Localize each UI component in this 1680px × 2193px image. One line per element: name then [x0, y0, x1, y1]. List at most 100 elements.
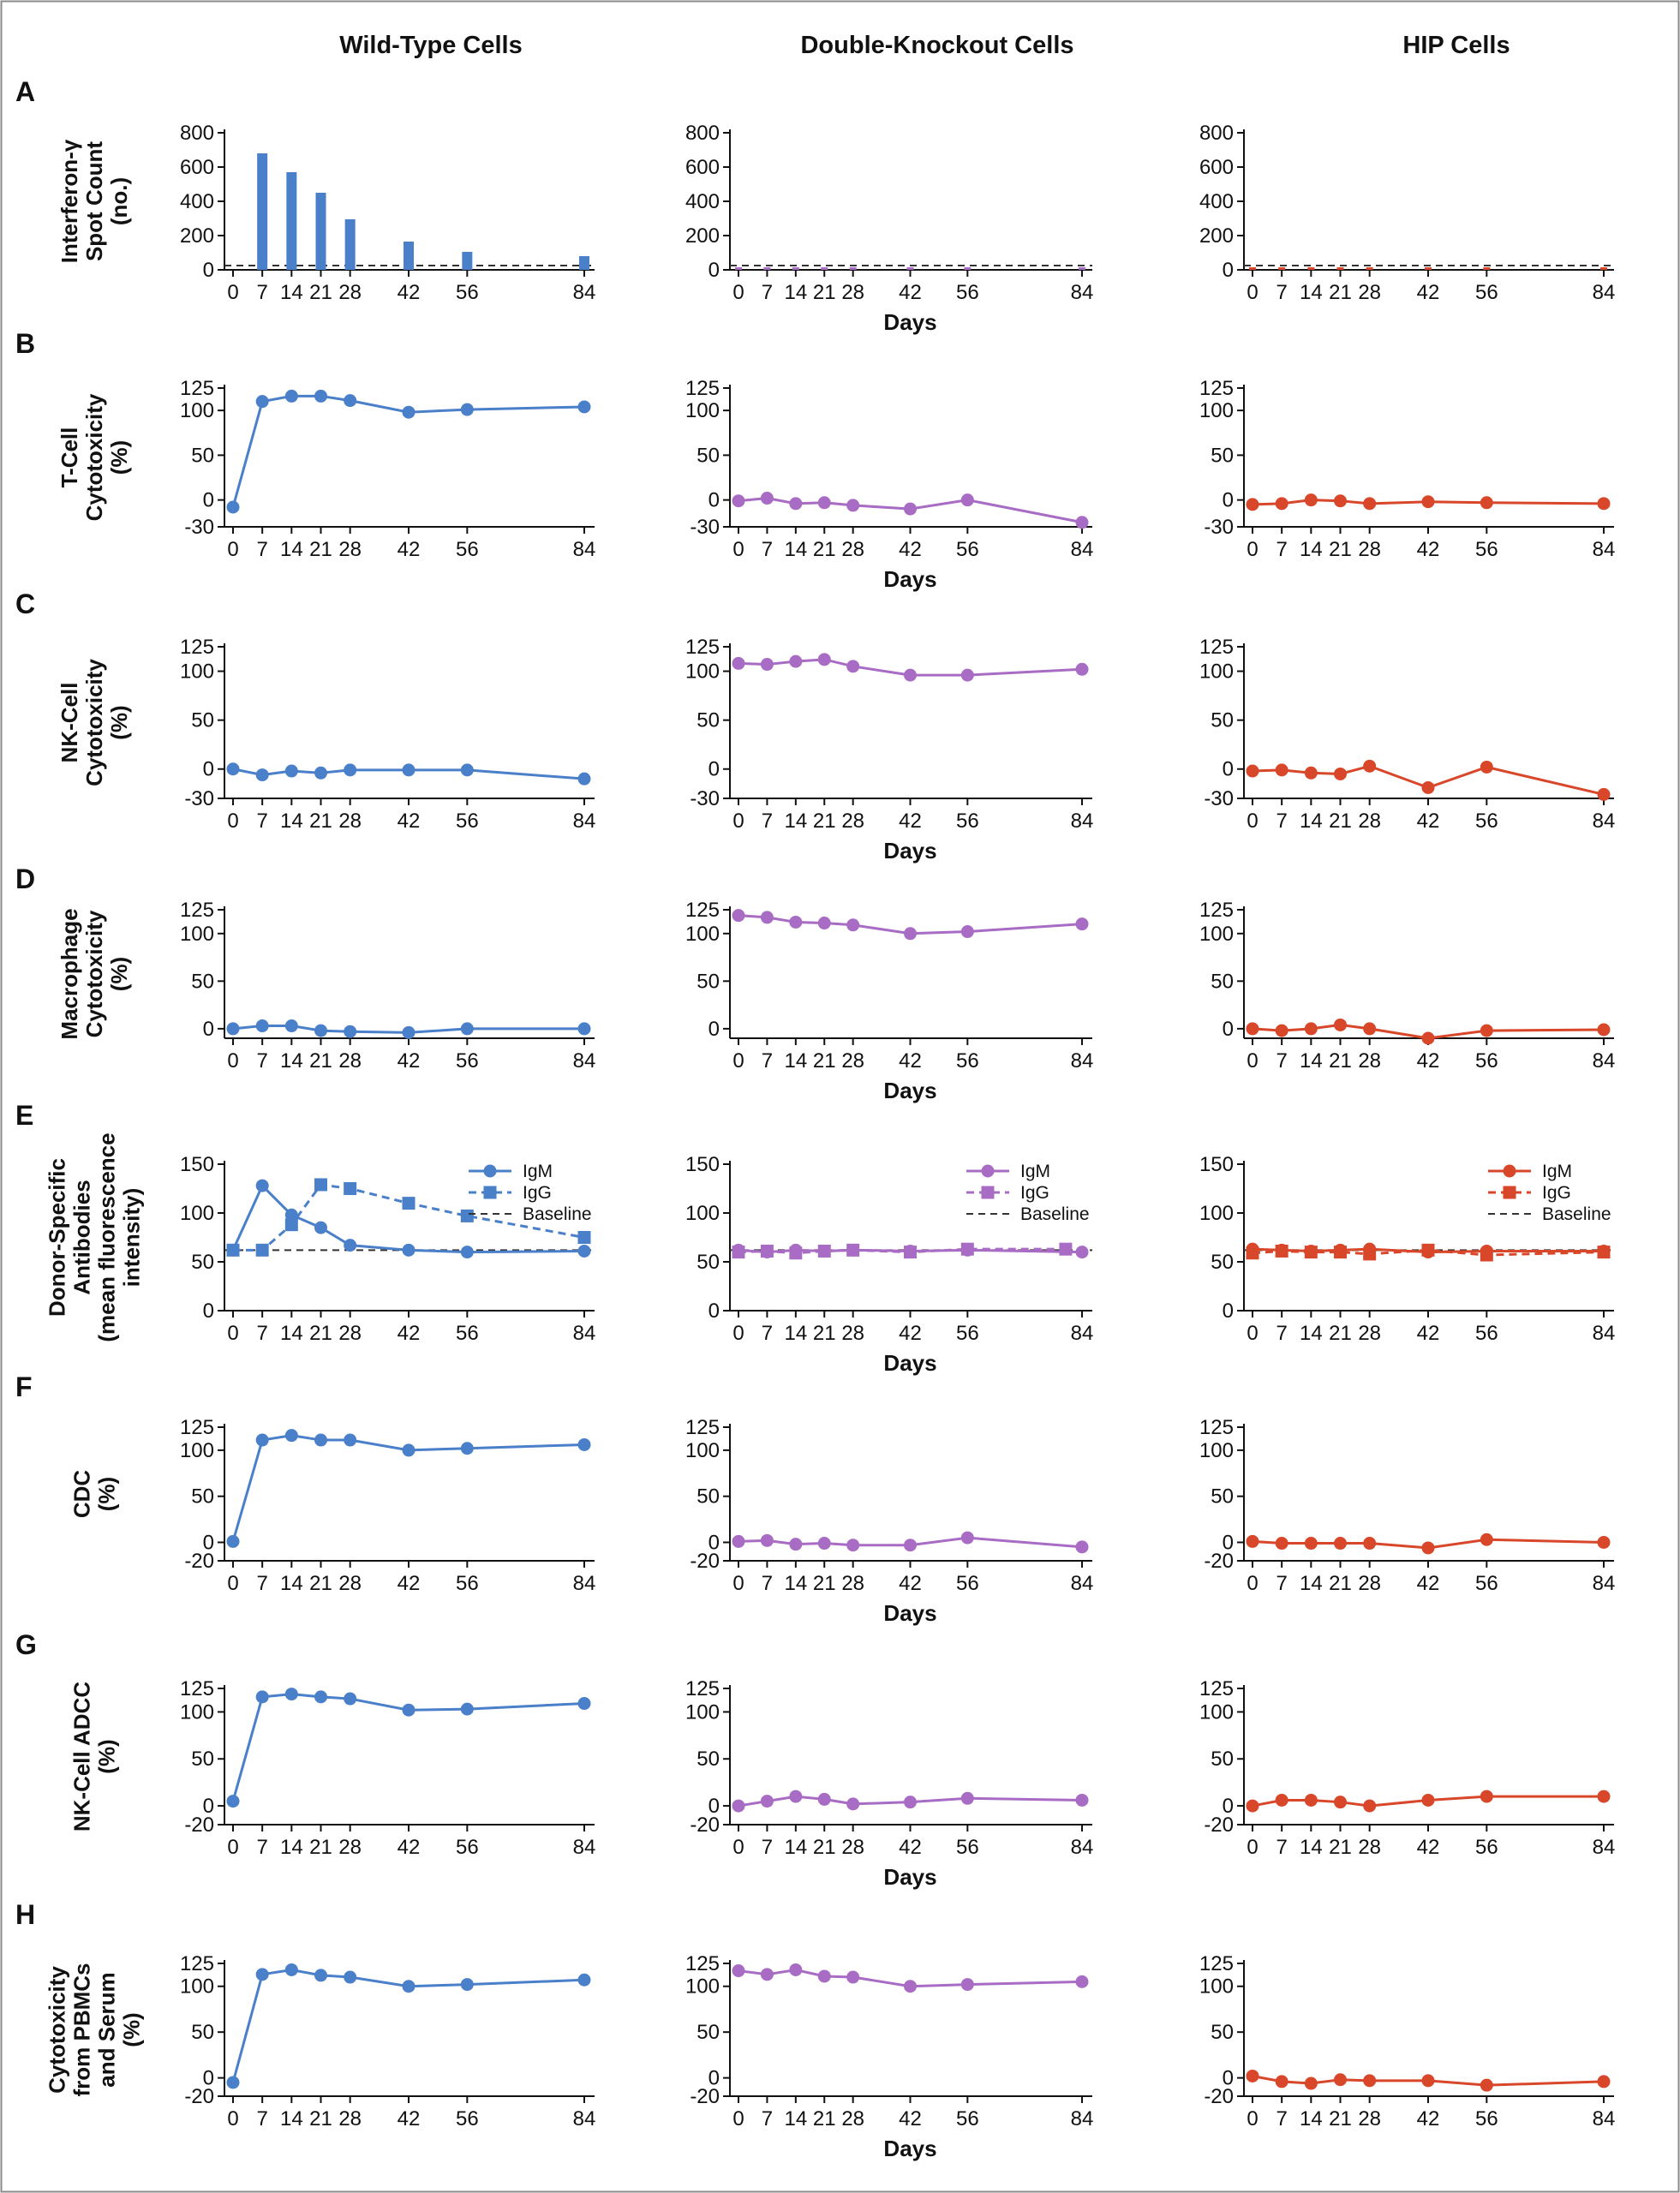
legend-igg-label: IgG — [1020, 1183, 1049, 1203]
data-point-day-21 — [817, 496, 831, 510]
y-tick-label: 50 — [697, 1748, 720, 1771]
bar-day-14 — [792, 267, 799, 270]
y-axis-title: CDC(%) — [69, 1470, 120, 1519]
data-point-day-14 — [284, 1208, 298, 1222]
data-point-day-14 — [789, 497, 803, 511]
y-tick-label: -20 — [184, 1814, 214, 1837]
x-tick-label: 56 — [956, 2107, 979, 2130]
x-axis-title: Days — [883, 1078, 936, 1103]
x-tick-label: 14 — [280, 2107, 303, 2130]
x-tick-label: 42 — [899, 2107, 922, 2130]
legend-igg-marker — [981, 1186, 995, 1199]
x-tick-label: 56 — [956, 1572, 979, 1595]
data-point-day-84 — [577, 1437, 591, 1451]
legend-baseline-label: Baseline — [523, 1204, 592, 1224]
data-point-day-0 — [732, 1964, 745, 1978]
bar-day-56 — [964, 267, 972, 270]
x-tick-label: 21 — [309, 281, 332, 304]
y-tick-label: 100 — [180, 923, 214, 946]
x-tick-label: 21 — [813, 1322, 836, 1345]
x-tick-label: 28 — [841, 1572, 864, 1595]
data-point-day-42 — [402, 1243, 416, 1257]
data-point-day-7 — [255, 395, 269, 409]
x-tick-label: 84 — [573, 1572, 596, 1595]
data-point-day-56 — [960, 925, 974, 939]
x-tick-label: 0 — [732, 538, 744, 561]
x-tick-label: 21 — [813, 281, 836, 304]
x-tick-label: 7 — [762, 1836, 773, 1859]
x-tick-label: 0 — [732, 281, 744, 304]
data-point-day-7 — [255, 1433, 269, 1447]
panel-letter: D — [15, 863, 35, 894]
x-tick-label: 56 — [1475, 281, 1498, 304]
x-tick-label: 28 — [1358, 1572, 1381, 1595]
x-tick-label: 14 — [280, 810, 303, 833]
y-axis-title-line: Interferon-γ — [57, 139, 82, 263]
legend-igm-marker — [1503, 1164, 1516, 1178]
x-axis-title: Days — [883, 838, 936, 863]
y-axis-title-line: from PBMCs — [69, 1963, 95, 2096]
y-tick-label: 50 — [1211, 970, 1234, 993]
y-tick-label: -30 — [1204, 787, 1234, 810]
x-tick-label: 7 — [762, 810, 773, 833]
x-tick-label: 28 — [1358, 2107, 1381, 2130]
data-point-day-84 — [1075, 516, 1089, 529]
x-tick-label: 7 — [256, 2107, 267, 2130]
x-tick-label: 7 — [1276, 1836, 1287, 1859]
y-tick-label: 0 — [1223, 1300, 1234, 1323]
x-tick-label: 56 — [1475, 1572, 1498, 1595]
y-axis-title-line: T-Cell — [57, 427, 82, 488]
x-tick-label: 56 — [1475, 810, 1498, 833]
y-tick-label: 125 — [180, 1677, 214, 1700]
x-axis-title: Days — [883, 309, 936, 335]
data-point-day-0 — [732, 656, 745, 670]
data-point-day-28 — [846, 1797, 860, 1811]
x-tick-label: 21 — [1329, 281, 1352, 304]
y-axis-title: T-CellCytotoxicity(%) — [57, 393, 132, 521]
y-tick-label: 100 — [180, 1975, 214, 1999]
data-point-day-0 — [1246, 1246, 1259, 1260]
x-tick-label: 14 — [784, 281, 807, 304]
data-point-day-7 — [760, 1795, 774, 1808]
data-point-day-42 — [402, 405, 416, 419]
data-point-day-28 — [344, 1182, 357, 1195]
bar-day-14 — [286, 172, 297, 270]
y-tick-label: 100 — [180, 1202, 214, 1225]
x-tick-label: 28 — [338, 810, 362, 833]
bar-day-42 — [1425, 267, 1432, 270]
data-point-day-42 — [402, 1025, 416, 1039]
column-title-hip: HIP Cells — [1402, 32, 1510, 59]
x-tick-label: 14 — [280, 538, 303, 561]
x-tick-label: 21 — [1329, 810, 1352, 833]
x-tick-label: 21 — [813, 2107, 836, 2130]
data-point-day-0 — [732, 1534, 745, 1548]
legend-igm-marker — [483, 1164, 497, 1178]
x-tick-label: 28 — [338, 1572, 362, 1595]
data-point-day-7 — [255, 768, 269, 782]
x-tick-label: 28 — [338, 538, 362, 561]
data-point-day-14 — [789, 1538, 803, 1551]
y-tick-label: 125 — [1199, 1952, 1234, 1975]
x-tick-label: 7 — [1276, 538, 1287, 561]
y-tick-label: 100 — [1199, 1439, 1234, 1462]
x-tick-label: 0 — [227, 2107, 238, 2130]
y-tick-label: 100 — [1199, 923, 1234, 946]
x-tick-label: 28 — [338, 281, 362, 304]
x-tick-label: 21 — [1329, 538, 1352, 561]
data-point-day-42 — [1421, 2074, 1435, 2088]
data-point-day-56 — [960, 1242, 974, 1256]
x-tick-label: 21 — [309, 2107, 332, 2130]
data-point-day-42 — [1421, 495, 1435, 509]
column-title-double-knockout: Double-Knockout Cells — [800, 32, 1073, 59]
x-tick-label: 0 — [1247, 1572, 1258, 1595]
y-tick-label: 100 — [180, 660, 214, 684]
y-axis-title-line: (%) — [94, 1477, 120, 1511]
legend-igm-label: IgM — [523, 1162, 553, 1181]
